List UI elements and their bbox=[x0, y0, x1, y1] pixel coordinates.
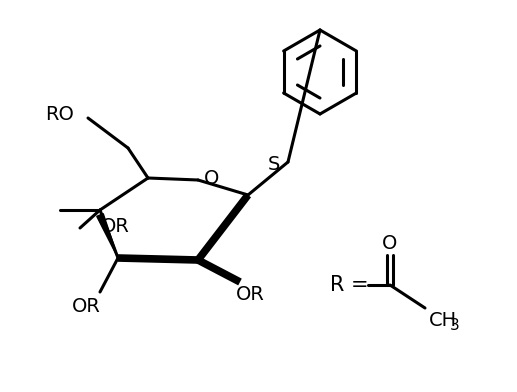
Polygon shape bbox=[97, 214, 118, 258]
Text: 3: 3 bbox=[450, 318, 460, 334]
Text: OR: OR bbox=[101, 216, 129, 236]
Text: CH: CH bbox=[429, 310, 457, 330]
Text: S: S bbox=[268, 154, 280, 174]
Text: OR: OR bbox=[236, 285, 264, 303]
Text: RO: RO bbox=[45, 105, 74, 123]
Text: R =: R = bbox=[330, 275, 369, 295]
Text: OR: OR bbox=[71, 296, 100, 316]
Text: O: O bbox=[382, 234, 398, 252]
Text: O: O bbox=[204, 169, 220, 187]
